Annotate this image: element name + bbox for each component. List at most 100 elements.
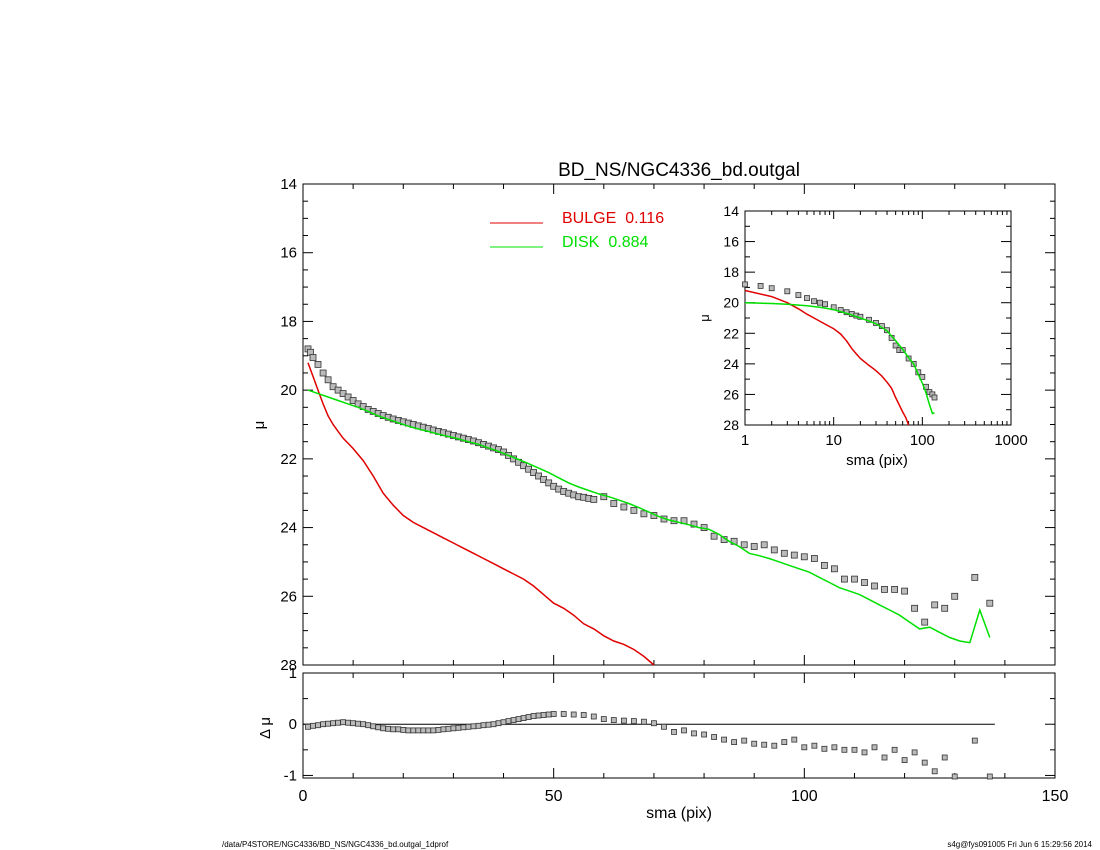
residual-data-point	[355, 720, 362, 727]
residual-data-point	[781, 739, 788, 745]
residual-data-point	[545, 711, 552, 718]
residual-data-point	[921, 759, 928, 766]
residual-data-point	[315, 722, 321, 729]
residual-data-point	[651, 720, 657, 727]
inset-data-point	[931, 394, 938, 401]
main-ticks: 14 16 18 20 22 24 26 28	[280, 176, 1056, 674]
inset-ytick-label: 20	[723, 295, 739, 311]
residual-data-point	[791, 736, 798, 743]
main-data-point	[931, 601, 939, 609]
main-data-point	[951, 592, 959, 600]
residual-data-point	[455, 724, 462, 731]
residual-data-point	[851, 746, 858, 753]
residual-data-point	[951, 773, 958, 780]
main-data-point	[740, 541, 748, 549]
residual-data-point	[330, 720, 337, 727]
main-data-point	[831, 565, 838, 573]
main-data-point	[750, 543, 758, 550]
residual-data-point	[610, 717, 617, 723]
main-data-point	[760, 541, 768, 549]
main-data-point	[334, 386, 342, 394]
residual-data-point	[550, 711, 557, 717]
main-data-point	[800, 553, 808, 561]
main-data-point	[871, 582, 878, 590]
residual-xtick-label: 0	[299, 788, 308, 805]
inset-ytick-label: 16	[723, 234, 739, 250]
inset-series	[742, 281, 938, 426]
main-data-point	[790, 551, 798, 559]
main-data-point	[851, 575, 858, 583]
inset-ytick-label: 18	[723, 264, 739, 280]
residual-data-point	[425, 727, 432, 734]
residual-data-point	[320, 721, 327, 728]
main-disk-line	[307, 389, 991, 644]
residual-data-point	[811, 742, 818, 749]
main-ytick-label: 28	[280, 657, 297, 674]
residual-data-point	[661, 723, 667, 730]
residual-xtick-label: 150	[1042, 788, 1069, 805]
inset-bulge-line	[744, 289, 910, 426]
legend-disk-value: 0.884	[608, 234, 648, 251]
residual-ytick-label: 0	[289, 716, 297, 733]
inset-xtick-label: 100	[910, 432, 935, 449]
inset-ytick-label: 28	[723, 417, 739, 433]
residual-data-point	[440, 726, 447, 733]
residual-data-point	[761, 741, 768, 748]
inset-ytick-label: 22	[723, 325, 739, 341]
inset-data-point	[811, 298, 817, 305]
residual-data-point	[335, 719, 342, 726]
residual-data-point	[641, 718, 647, 725]
main-data-point	[690, 520, 698, 528]
residual-data-point	[891, 746, 898, 753]
main-data-point	[841, 575, 848, 583]
residual-data-point	[410, 727, 417, 734]
residual-data-point	[751, 740, 758, 747]
inset-data-point	[784, 288, 791, 295]
residual-data-point	[450, 725, 457, 732]
residual-data-point	[681, 727, 687, 734]
inset-data-point	[817, 299, 823, 306]
main-data-point	[314, 360, 322, 368]
residual-data-point	[435, 727, 442, 733]
residual-data-point	[731, 739, 737, 745]
residual-data-point	[871, 744, 878, 751]
main-data-point	[770, 546, 778, 554]
residual-data-point	[305, 723, 311, 730]
residual-data-point	[365, 722, 372, 729]
residual-data-point	[971, 737, 978, 744]
residual-data-point	[385, 725, 392, 732]
main-data-point	[309, 354, 317, 361]
legend-disk-name: DISK	[562, 234, 600, 251]
residual-data-point	[495, 720, 502, 727]
residual-data-point	[861, 749, 868, 756]
residual-data-point	[831, 744, 838, 751]
residual-ytick-label: 1	[289, 665, 297, 682]
inset-xtick-label: 1000	[994, 432, 1027, 449]
legend: BULGE 0.116 DISK 0.884	[490, 210, 664, 251]
residual-plot-frame	[302, 672, 1056, 779]
residual-data-point	[621, 717, 627, 724]
residual-data-point	[490, 721, 497, 728]
inset-y-label: μ	[697, 314, 712, 322]
residual-data-point	[540, 712, 547, 718]
residual-data-point	[515, 716, 522, 722]
main-data-point	[344, 393, 352, 401]
main-data-point	[941, 604, 949, 612]
main-data-point	[535, 472, 542, 480]
main-ytick-label: 16	[280, 245, 297, 262]
legend-disk-label: DISK 0.884	[562, 234, 648, 251]
main-data-point	[640, 510, 648, 518]
residual-data-point	[841, 746, 848, 753]
residual-data-point	[821, 745, 828, 752]
residual-xtick-label: 100	[791, 788, 818, 805]
residual-data-point	[881, 754, 888, 761]
inset-ytick-label: 14	[723, 203, 739, 219]
inset-ytick-label: 26	[723, 386, 739, 402]
residual-data-point	[590, 713, 597, 720]
main-data-point	[881, 586, 888, 593]
inset-data-point	[837, 307, 844, 314]
main-data-point	[710, 532, 718, 540]
main-data-point	[780, 549, 788, 557]
residual-data-point	[570, 711, 577, 718]
